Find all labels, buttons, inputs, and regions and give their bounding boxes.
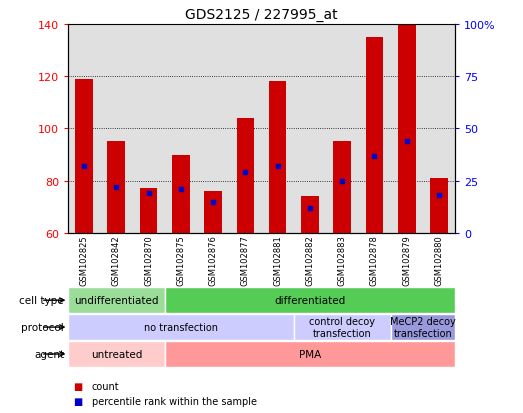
Point — [435, 192, 443, 199]
Bar — [269, 82, 287, 233]
Point — [403, 138, 411, 145]
Point — [177, 186, 185, 193]
Bar — [75, 80, 93, 233]
Bar — [294, 314, 391, 340]
Point — [144, 190, 153, 197]
Text: percentile rank within the sample: percentile rank within the sample — [92, 396, 256, 406]
Point — [80, 163, 88, 170]
Bar — [68, 314, 294, 340]
Text: cell type: cell type — [19, 295, 64, 306]
Bar — [204, 192, 222, 233]
Text: count: count — [92, 381, 119, 391]
Title: GDS2125 / 227995_at: GDS2125 / 227995_at — [185, 8, 338, 22]
Bar — [165, 341, 455, 367]
Point — [241, 170, 249, 176]
Bar — [68, 341, 165, 367]
Point — [209, 199, 218, 205]
Point — [112, 184, 120, 191]
Bar — [165, 287, 455, 313]
Text: ■: ■ — [73, 396, 83, 406]
Bar — [108, 142, 125, 233]
Text: MeCP2 decoy
transfection: MeCP2 decoy transfection — [390, 316, 456, 338]
Point — [370, 153, 379, 159]
Bar — [398, 25, 415, 233]
Bar — [68, 287, 165, 313]
Text: control decoy
transfection: control decoy transfection — [309, 316, 375, 338]
Text: differentiated: differentiated — [274, 295, 346, 306]
Text: ■: ■ — [73, 381, 83, 391]
Bar — [236, 119, 254, 233]
Text: no transfection: no transfection — [144, 322, 218, 332]
Text: agent: agent — [34, 349, 64, 359]
Point — [305, 205, 314, 211]
Text: PMA: PMA — [299, 349, 321, 359]
Text: protocol: protocol — [21, 322, 64, 332]
Text: untreated: untreated — [90, 349, 142, 359]
Point — [338, 178, 346, 185]
Bar — [172, 155, 190, 233]
Bar — [333, 142, 351, 233]
Bar — [430, 178, 448, 233]
Bar — [391, 314, 455, 340]
Text: undifferentiated: undifferentiated — [74, 295, 158, 306]
Bar — [366, 38, 383, 233]
Bar — [140, 189, 157, 233]
Point — [274, 163, 282, 170]
Bar — [301, 197, 319, 233]
